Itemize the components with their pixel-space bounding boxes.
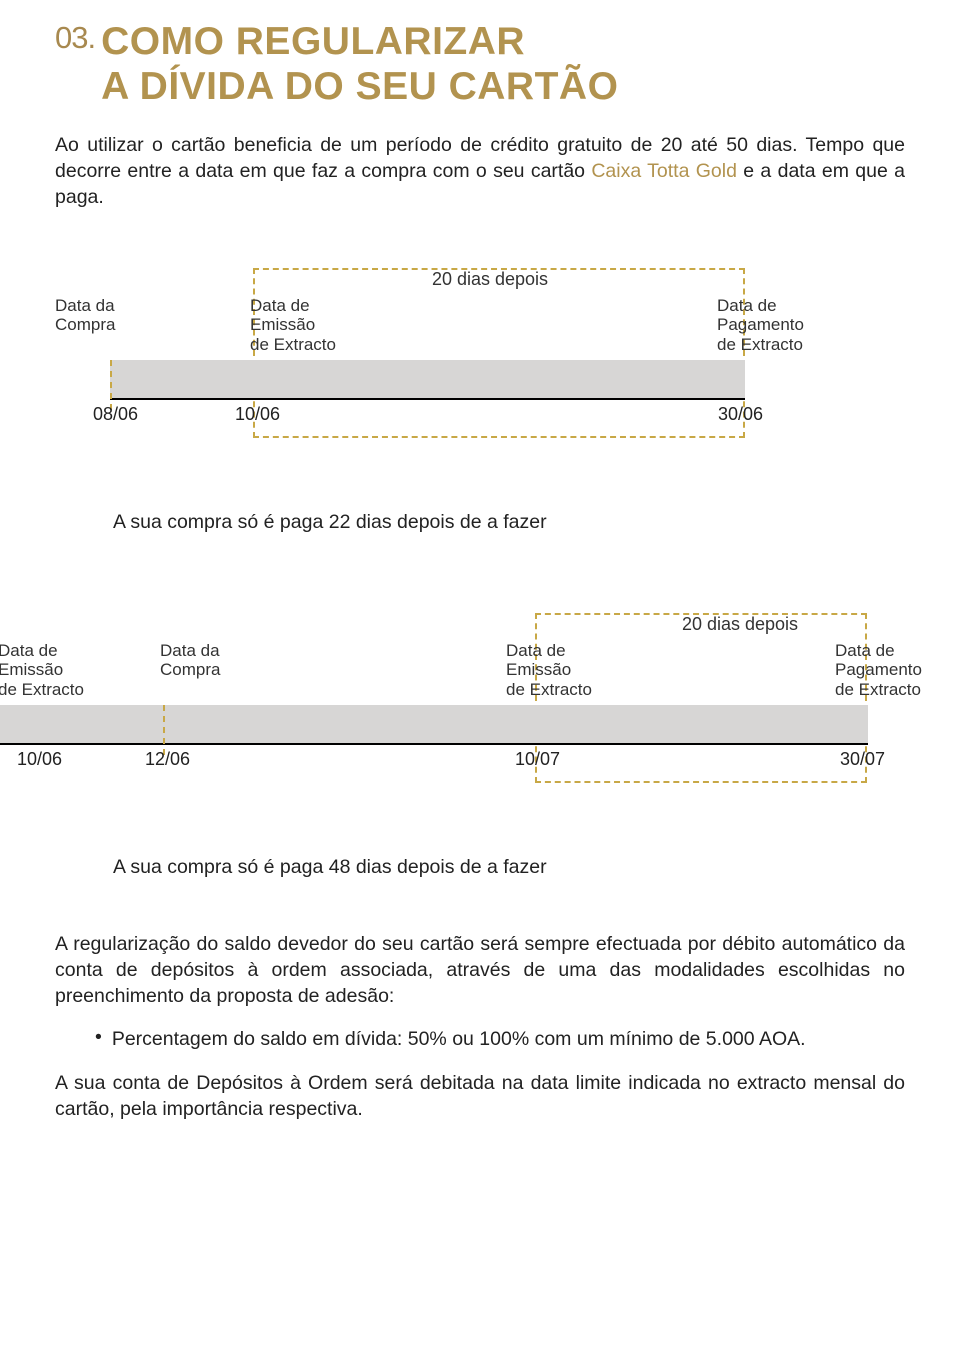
bullet-text: Percentagem do saldo em dívida: 50% ou 1… — [112, 1026, 905, 1052]
caption-1: A sua compra só é paga 22 dias depois de… — [113, 511, 905, 534]
bullet-dot-icon: • — [95, 1026, 102, 1052]
axis-line-1 — [110, 398, 745, 400]
gray-bar-1 — [110, 360, 745, 398]
tick-1a — [110, 360, 112, 410]
marker-pagamento-2: Data de Pagamento de Extracto — [835, 641, 960, 700]
marker-emissao-1: Data de Emissão de Extracto — [250, 296, 450, 355]
date-1b: 10/06 — [235, 404, 280, 425]
marker-compra-2: Data da Compra — [160, 641, 360, 680]
page-heading: COMO REGULARIZAR A DÍVIDA DO SEU CARTÃO — [101, 20, 618, 110]
marker-compra-1: Data da Compra — [55, 296, 255, 335]
caption-2: A sua compra só é paga 48 dias depois de… — [113, 856, 905, 879]
marker-emissao-2b: Data de Emissão de Extracto — [506, 641, 706, 700]
date-1c: 30/06 — [718, 404, 763, 425]
section-number: 03. — [55, 20, 95, 56]
tick-2b — [163, 705, 165, 755]
date-2b: 12/06 — [145, 749, 190, 770]
date-2c: 10/07 — [515, 749, 560, 770]
heading-row: 03. COMO REGULARIZAR A DÍVIDA DO SEU CAR… — [55, 20, 905, 110]
timeline-row-2: Data de Emissão de Extracto Data da Comp… — [0, 641, 920, 821]
closing-paragraph: A sua conta de Depósitos à Ordem será de… — [55, 1070, 905, 1123]
gray-bar-2 — [0, 705, 868, 743]
timeline-row-1: Data da Compra Data de Emissão de Extrac… — [55, 296, 905, 476]
axis-line-2 — [0, 743, 868, 745]
heading-line-1: COMO REGULARIZAR — [101, 20, 525, 63]
marker-pagamento-1: Data de Pagamento de Extracto — [717, 296, 917, 355]
date-1a: 08/06 — [93, 404, 138, 425]
heading-line-2: A DÍVIDA DO SEU CARTÃO — [101, 65, 618, 108]
brand-name: Caixa Totta Gold — [591, 160, 737, 182]
timeline-diagram-1: 20 dias depois Data da Compra Data de Em… — [55, 269, 905, 534]
timeline-diagram-2: 20 dias depois Data de Emissão de Extrac… — [55, 614, 905, 879]
bullet-item: • Percentagem do saldo em dívida: 50% ou… — [55, 1026, 905, 1052]
date-2d: 30/07 — [840, 749, 885, 770]
date-2a: 10/06 — [17, 749, 62, 770]
body-paragraph: A regularização do saldo devedor do seu … — [55, 931, 905, 1010]
intro-paragraph: Ao utilizar o cartão beneficia de um per… — [55, 132, 905, 211]
